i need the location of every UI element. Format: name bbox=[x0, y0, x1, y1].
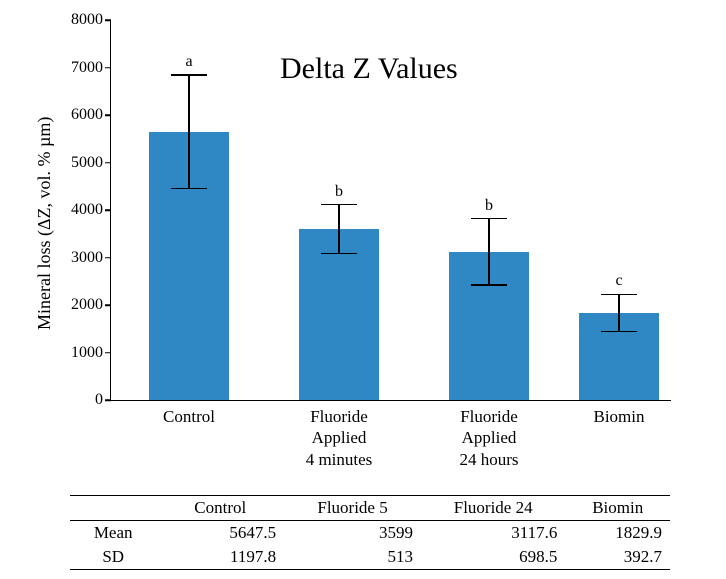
y-tick-label: 1000 bbox=[71, 344, 103, 362]
significance-label: a bbox=[185, 53, 192, 71]
errorbar-cap bbox=[601, 294, 637, 296]
significance-label: b bbox=[335, 183, 343, 201]
y-tick-label: 5000 bbox=[71, 154, 103, 172]
errorbar-line bbox=[188, 75, 190, 189]
bar bbox=[299, 229, 379, 400]
y-tick-label: 0 bbox=[95, 391, 103, 409]
errorbar-cap bbox=[321, 204, 357, 206]
y-tick-label: 3000 bbox=[71, 249, 103, 267]
y-tick-mark bbox=[105, 352, 111, 354]
y-tick-label: 8000 bbox=[71, 11, 103, 29]
x-tick-label: Fluoride Applied 4 minutes bbox=[306, 406, 373, 470]
table-cell: 392.7 bbox=[565, 545, 670, 570]
x-tick-label: Biomin bbox=[593, 406, 644, 427]
errorbar-cap bbox=[321, 253, 357, 255]
table-header-row: Control Fluoride 5 Fluoride 24 Biomin bbox=[70, 496, 670, 521]
errorbar-cap bbox=[471, 218, 507, 220]
y-tick-label: 7000 bbox=[71, 59, 103, 77]
table-header-col: Control bbox=[156, 496, 284, 521]
y-tick-mark bbox=[105, 209, 111, 211]
errorbar-cap bbox=[601, 331, 637, 333]
significance-label: b bbox=[485, 197, 493, 215]
y-tick-mark bbox=[105, 114, 111, 116]
summary-table: Control Fluoride 5 Fluoride 24 Biomin Me… bbox=[70, 495, 670, 570]
y-tick-mark bbox=[105, 304, 111, 306]
y-axis-label: Mineral loss (ΔZ, vol. % µm) bbox=[34, 117, 55, 330]
table-row: Mean 5647.5 3599 3117.6 1829.9 bbox=[70, 521, 670, 546]
table-row-label: Mean bbox=[70, 521, 156, 546]
y-tick-mark bbox=[105, 399, 111, 401]
y-tick-mark bbox=[105, 162, 111, 164]
table-cell: 1197.8 bbox=[156, 545, 284, 570]
errorbar-cap bbox=[171, 188, 207, 190]
errorbar-line bbox=[618, 294, 620, 331]
table-header-col: Fluoride 5 bbox=[284, 496, 421, 521]
figure-root: Delta Z Values Mineral loss (ΔZ, vol. % … bbox=[0, 0, 726, 579]
table-header-col: Biomin bbox=[565, 496, 670, 521]
errorbar-line bbox=[338, 205, 340, 254]
table-cell: 3599 bbox=[284, 521, 421, 546]
x-tick-label: Control bbox=[163, 406, 215, 427]
table-cell: 3117.6 bbox=[421, 521, 565, 546]
x-tick-label: Fluoride Applied 24 hours bbox=[459, 406, 518, 470]
table-header-blank bbox=[70, 496, 156, 521]
significance-label: c bbox=[615, 272, 622, 290]
table-header-col: Fluoride 24 bbox=[421, 496, 565, 521]
y-tick-label: 4000 bbox=[71, 201, 103, 219]
y-tick-mark bbox=[105, 257, 111, 259]
table-cell: 1829.9 bbox=[565, 521, 670, 546]
y-tick-mark bbox=[105, 67, 111, 69]
y-tick-label: 6000 bbox=[71, 106, 103, 124]
errorbar-cap bbox=[171, 74, 207, 76]
errorbar-cap bbox=[471, 284, 507, 286]
table-cell: 5647.5 bbox=[156, 521, 284, 546]
chart-plot-area: 010002000300040005000600070008000aContro… bbox=[110, 20, 671, 401]
errorbar-line bbox=[488, 219, 490, 285]
table-cell: 698.5 bbox=[421, 545, 565, 570]
table-cell: 513 bbox=[284, 545, 421, 570]
y-tick-label: 2000 bbox=[71, 296, 103, 314]
y-tick-mark bbox=[105, 19, 111, 21]
table-row-label: SD bbox=[70, 545, 156, 570]
table-row: SD 1197.8 513 698.5 392.7 bbox=[70, 545, 670, 570]
